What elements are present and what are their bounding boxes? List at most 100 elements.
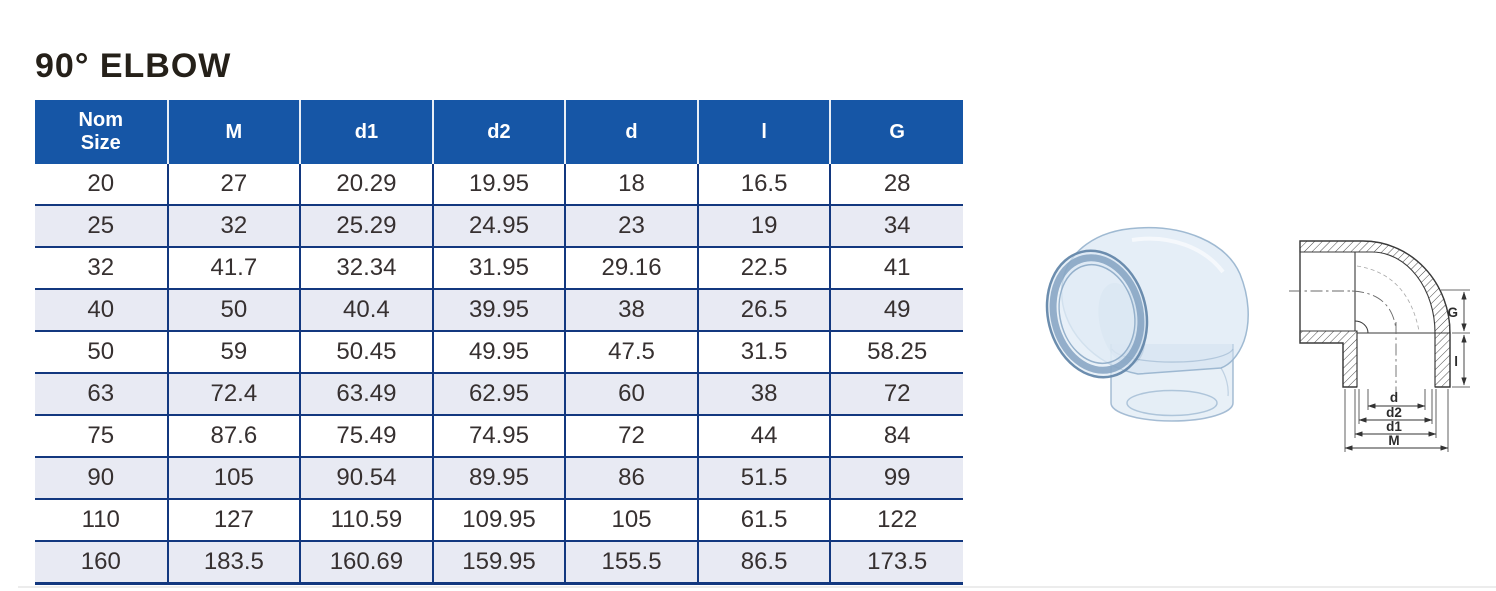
table-cell: 51.5	[696, 457, 831, 500]
table-cell: 32.34	[299, 247, 433, 290]
column-header-g: G	[829, 100, 963, 164]
table-cell: 32	[35, 247, 168, 290]
diagram-label-d1: d1	[1386, 419, 1402, 434]
table-cell: 160.69	[299, 541, 433, 585]
table-cell: 41.7	[166, 247, 301, 290]
column-header-d1: d1	[299, 100, 433, 164]
table-row: 110 127 110.59 109.95 105 61.5 122	[35, 499, 963, 542]
table-row: 40 50 40.4 39.95 38 26.5 49	[35, 289, 963, 332]
dimension-diagram: G l d d2 d1 M	[1289, 240, 1470, 452]
table-cell: 90.54	[299, 457, 433, 500]
diagram-label-d2: d2	[1386, 405, 1402, 420]
column-header-l: l	[696, 100, 831, 164]
table-cell: 75	[35, 415, 168, 458]
table-cell: 60	[564, 373, 698, 416]
table-cell: 29.16	[564, 247, 698, 290]
column-header-d: d	[564, 100, 698, 164]
table-cell: 160	[35, 541, 168, 585]
elbow-outline	[1299, 240, 1451, 388]
table-cell: 127	[166, 499, 301, 542]
table-row: 50 59 50.45 49.95 47.5 31.5 58.25	[35, 331, 963, 374]
column-header-d2: d2	[431, 100, 566, 164]
table-cell: 86.5	[696, 541, 831, 585]
column-header-m: M	[166, 100, 301, 164]
table-cell: 155.5	[564, 541, 698, 585]
centerlines	[1289, 290, 1397, 400]
diagram-label-g: G	[1447, 305, 1458, 320]
table-cell: 22.5	[696, 247, 831, 290]
table-cell: 99	[829, 457, 963, 500]
table-row: 63 72.4 63.49 62.95 60 38 72	[35, 373, 963, 416]
table-cell: 27	[166, 164, 301, 206]
table-cell: 72.4	[166, 373, 301, 416]
hatched-wall-sections	[1299, 240, 1451, 388]
table-cell: 25	[35, 205, 168, 248]
table-cell: 50	[166, 289, 301, 332]
table-cell: 75.49	[299, 415, 433, 458]
table-cell: 38	[696, 373, 831, 416]
clear-elbow-illustration	[1045, 226, 1249, 422]
table-row: 32 41.7 32.34 31.95 29.16 22.5 41	[35, 247, 963, 290]
table-cell: 25.29	[299, 205, 433, 248]
table-cell: 26.5	[696, 289, 831, 332]
table-cell: 90	[35, 457, 168, 500]
table-cell: 110.59	[299, 499, 433, 542]
table-row: 90 105 90.54 89.95 86 51.5 99	[35, 457, 963, 500]
table-cell: 24.95	[431, 205, 566, 248]
table-cell: 50.45	[299, 331, 433, 374]
diagram-label-l: l	[1454, 354, 1458, 369]
table-cell: 16.5	[696, 164, 831, 206]
table-cell: 105	[166, 457, 301, 500]
table-cell: 173.5	[829, 541, 963, 585]
page-title: 90° ELBOW	[35, 46, 232, 85]
table-cell: 18	[564, 164, 698, 206]
table-cell: 87.6	[166, 415, 301, 458]
table-row: 160 183.5 160.69 159.95 155.5 86.5 173.5	[35, 541, 963, 585]
table-cell: 19.95	[431, 164, 566, 206]
table-cell: 63	[35, 373, 168, 416]
table-cell: 86	[564, 457, 698, 500]
table-cell: 59	[166, 331, 301, 374]
table-cell: 62.95	[431, 373, 566, 416]
table-cell: 40	[35, 289, 168, 332]
table-cell: 61.5	[696, 499, 831, 542]
table-cell: 110	[35, 499, 168, 542]
table-cell: 49	[829, 289, 963, 332]
table-cell: 109.95	[431, 499, 566, 542]
page-bottom-rule	[18, 586, 1496, 588]
table-cell: 63.49	[299, 373, 433, 416]
table-cell: 122	[829, 499, 963, 542]
table-cell: 159.95	[431, 541, 566, 585]
table-cell: 72	[564, 415, 698, 458]
table-cell: 20	[35, 164, 168, 206]
table-cell: 44	[696, 415, 831, 458]
table-row: 20 27 20.29 19.95 18 16.5 28	[35, 164, 963, 206]
table-row: 25 32 25.29 24.95 23 19 34	[35, 205, 963, 248]
table-cell: 19	[696, 205, 831, 248]
dimension-lines	[1344, 291, 1467, 451]
table-cell: 20.29	[299, 164, 433, 206]
table-cell: 31.95	[431, 247, 566, 290]
diagram-label-m: M	[1388, 433, 1399, 448]
table-cell: 34	[829, 205, 963, 248]
table-row: 75 87.6 75.49 74.95 72 44 84	[35, 415, 963, 458]
table-cell: 74.95	[431, 415, 566, 458]
table-cell: 23	[564, 205, 698, 248]
table-cell: 72	[829, 373, 963, 416]
table-cell: 183.5	[166, 541, 301, 585]
table-cell: 47.5	[564, 331, 698, 374]
table-cell: 50	[35, 331, 168, 374]
table-cell: 28	[829, 164, 963, 206]
table-cell: 49.95	[431, 331, 566, 374]
table-cell: 84	[829, 415, 963, 458]
column-header-nom-size: Nom Size	[35, 100, 168, 164]
product-photo	[1045, 226, 1249, 422]
table-cell: 89.95	[431, 457, 566, 500]
table-cell: 40.4	[299, 289, 433, 332]
table-cell: 58.25	[829, 331, 963, 374]
hidden-bore-line	[1356, 265, 1420, 332]
table-cell: 105	[564, 499, 698, 542]
table-cell: 31.5	[696, 331, 831, 374]
